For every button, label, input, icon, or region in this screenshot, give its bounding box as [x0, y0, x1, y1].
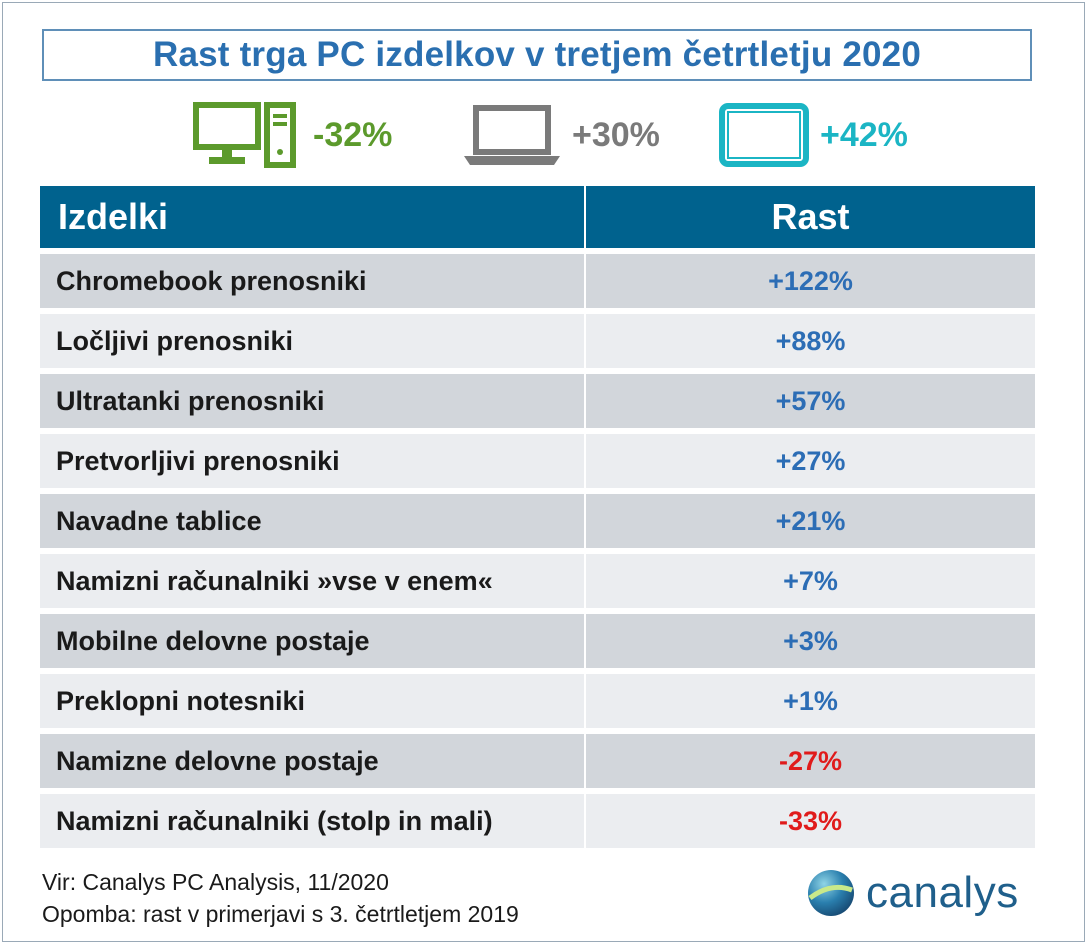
table-row: Namizni računalniki »vse v enem« +7%: [40, 554, 1035, 608]
table-row: Namizne delovne postaje -27%: [40, 734, 1035, 788]
row-label: Namizni računalniki »vse v enem«: [40, 554, 586, 608]
row-label: Ločljivi prenosniki: [40, 314, 586, 368]
row-label: Pretvorljivi prenosniki: [40, 434, 586, 488]
summary-laptop-value: +30%: [572, 115, 660, 154]
table-row: Pretvorljivi prenosniki +27%: [40, 434, 1035, 488]
note-text: Opomba: rast v primerjavi s 3. četrtletj…: [42, 901, 519, 927]
table-row: Ločljivi prenosniki +88%: [40, 314, 1035, 368]
logo-text: canalys: [866, 868, 1019, 917]
row-label: Ultratanki prenosniki: [40, 374, 586, 428]
summary-laptop: +30%: [462, 100, 660, 170]
canalys-globe-icon: [808, 870, 854, 916]
chart-title: Rast trga PC izdelkov v tretjem četrtlet…: [152, 35, 922, 74]
table-row: Preklopni notesniki +1%: [40, 674, 1035, 728]
row-label: Chromebook prenosniki: [40, 254, 586, 308]
row-value: +1%: [586, 674, 1035, 728]
row-value: +88%: [586, 314, 1035, 368]
row-value: +27%: [586, 434, 1035, 488]
row-value: -33%: [586, 794, 1035, 848]
row-label: Navadne tablice: [40, 494, 586, 548]
laptop-icon: [464, 105, 560, 165]
table-body: Chromebook prenosniki +122% Ločljivi preno…: [40, 254, 1035, 848]
row-value: +3%: [586, 614, 1035, 668]
table-header: Izdelki Rast: [40, 186, 1035, 248]
row-value: +57%: [586, 374, 1035, 428]
title-box: Rast trga PC izdelkov v tretjem četrtlet…: [42, 29, 1032, 81]
row-value: +21%: [586, 494, 1035, 548]
canalys-logo: canalys: [806, 868, 1019, 918]
summary-tablet: +42%: [718, 100, 908, 170]
row-label: Namizne delovne postaje: [40, 734, 586, 788]
growth-table: Izdelki Rast Chromebook prenosniki +122% L…: [40, 186, 1035, 854]
table-row: Navadne tablice +21%: [40, 494, 1035, 548]
desktop-icon: [193, 102, 296, 168]
table-row: Chromebook prenosniki +122%: [40, 254, 1035, 308]
footer: Vir: Canalys PC Analysis, 11/2020 Opomba…: [42, 866, 519, 930]
source-text: Vir: Canalys PC Analysis, 11/2020: [42, 869, 389, 895]
table-row: Ultratanki prenosniki +57%: [40, 374, 1035, 428]
table-row: Mobilne delovne postaje +3%: [40, 614, 1035, 668]
row-label: Namizni računalniki (stolp in mali): [40, 794, 586, 848]
row-label: Mobilne delovne postaje: [40, 614, 586, 668]
row-value: -27%: [586, 734, 1035, 788]
summary-tablet-value: +42%: [820, 115, 908, 154]
row-label: Preklopni notesniki: [40, 674, 586, 728]
summary-desktop: -32%: [193, 100, 392, 170]
header-products: Izdelki: [40, 186, 586, 248]
tablet-icon: [719, 103, 809, 167]
row-value: +7%: [586, 554, 1035, 608]
table-row: Namizni računalniki (stolp in mali) -33%: [40, 794, 1035, 848]
header-growth: Rast: [771, 196, 850, 237]
summary-desktop-value: -32%: [313, 115, 393, 154]
row-value: +122%: [586, 254, 1035, 308]
